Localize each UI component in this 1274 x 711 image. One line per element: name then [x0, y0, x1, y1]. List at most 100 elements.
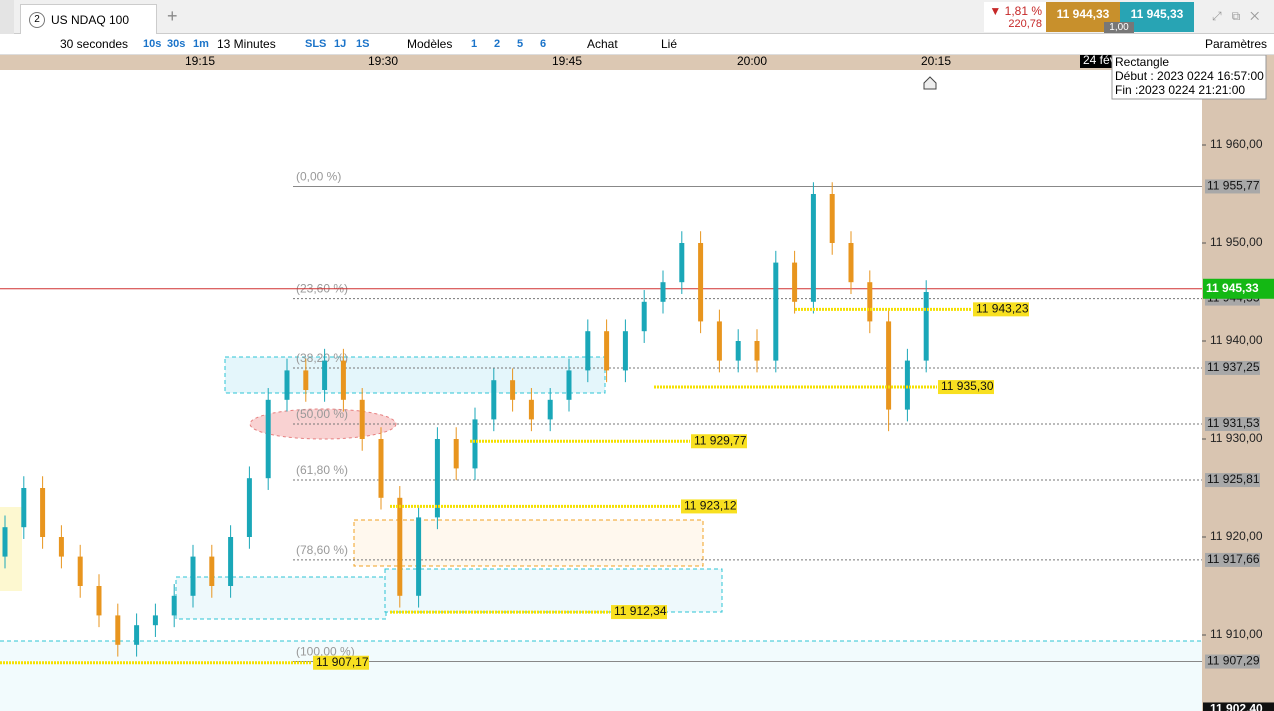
- level-label: 11 943,23: [976, 302, 1029, 316]
- candle-body: [359, 399, 365, 439]
- current-price: 11 945,33: [1206, 281, 1259, 295]
- level-box: [681, 499, 737, 514]
- price-box: [1205, 360, 1260, 375]
- candle-body: [246, 478, 252, 537]
- range[interactable]: 1J: [334, 38, 347, 50]
- spread: 1,00: [1104, 22, 1134, 33]
- candle-body: [829, 194, 835, 243]
- candle-body: [792, 262, 798, 302]
- fib-ratio: (61,80 %): [296, 463, 348, 477]
- candle-body: [886, 321, 892, 410]
- chart: 19:15 19:30 19:45 20:00 20:15 11 960,00 11 950…: [0, 55, 1274, 711]
- zone: [224, 356, 606, 394]
- range[interactable]: 1S: [356, 38, 370, 50]
- fib-ratio: (38,20 %): [296, 351, 348, 365]
- candle-body: [491, 380, 497, 420]
- level-box: [611, 605, 667, 620]
- time-label: 19:30: [368, 55, 398, 68]
- change-box: ▼ 1,81 % 220,78: [984, 2, 1046, 32]
- fib-price: 11 907,29: [1207, 654, 1260, 668]
- template-slot[interactable]: 5: [517, 38, 524, 50]
- tab-title: US NDAQ 100: [51, 13, 130, 27]
- candle-body: [152, 615, 158, 626]
- candle-body: [904, 360, 910, 410]
- linked[interactable]: Lié: [661, 37, 678, 51]
- time-label: 19:15: [185, 55, 215, 68]
- menu-button[interactable]: [0, 0, 14, 34]
- price-axis: [1202, 70, 1274, 711]
- candle-body: [810, 194, 816, 302]
- candle-body: [622, 331, 628, 371]
- fib-price: 11 917,66: [1207, 552, 1260, 566]
- fib-ratio: (100,00 %): [296, 645, 355, 659]
- candle-body: [40, 488, 46, 537]
- template-slot[interactable]: 6: [540, 38, 547, 50]
- tooltip: [1111, 55, 1267, 100]
- fib-price: 11 925,81: [1207, 472, 1260, 486]
- candle-body: [773, 262, 779, 361]
- fib-ratio: (50,00 %): [296, 407, 348, 421]
- fib-ratio: (78,60 %): [296, 543, 348, 557]
- settings[interactable]: Paramètres: [1205, 37, 1268, 51]
- level-label: 11 929,77: [694, 433, 747, 447]
- candle-body: [134, 625, 140, 645]
- level-box: [973, 302, 1029, 317]
- candle-body: [77, 556, 83, 586]
- tab[interactable]: 2 US NDAQ 100: [20, 4, 157, 35]
- current-price-box: [1203, 278, 1274, 299]
- candle-body: [641, 301, 647, 332]
- candle-body: [284, 370, 290, 400]
- level-label: 11 923,12: [684, 499, 737, 513]
- candle-body: [453, 439, 459, 469]
- range[interactable]: SLS: [305, 38, 327, 50]
- candle-body: [416, 517, 422, 596]
- interval[interactable]: 30 secondes: [60, 37, 129, 51]
- candle-body: [434, 439, 440, 518]
- zone: [175, 576, 387, 620]
- candle-body: [660, 282, 666, 302]
- tab-number: 2: [29, 12, 45, 28]
- zone-bottom: [0, 641, 1202, 711]
- template-slot[interactable]: 1: [471, 38, 478, 50]
- quick-interval[interactable]: 10s: [143, 38, 162, 50]
- level-label: 11 935,30: [941, 379, 994, 393]
- candle-body: [679, 243, 685, 283]
- candle-body: [754, 341, 760, 361]
- candle-body: [867, 282, 873, 322]
- price-tick-label: 11 940,00: [1210, 333, 1263, 347]
- candle-body: [528, 399, 534, 420]
- date-box: [1080, 55, 1114, 68]
- candle-body: [303, 370, 309, 390]
- window-controls[interactable]: ⤢⧉✕: [1212, 9, 1270, 23]
- templates[interactable]: Modèles: [407, 37, 453, 51]
- fib-price: 11 931,53: [1207, 416, 1260, 430]
- quick-interval[interactable]: 1m: [193, 38, 209, 50]
- quick-interval[interactable]: 30s: [167, 38, 186, 50]
- buy[interactable]: Achat: [587, 37, 618, 51]
- period[interactable]: 13 Minutes: [217, 37, 276, 51]
- price-tick-label: 11 950,00: [1210, 235, 1263, 249]
- candle-body: [923, 292, 929, 361]
- level-box: [691, 434, 747, 449]
- down-arrow: ▼: [989, 4, 1005, 18]
- template-slot[interactable]: 2: [494, 38, 501, 50]
- candle-body: [265, 399, 271, 479]
- title-bar: 2 US NDAQ 100 + ▼ 1,81 % 220,78 11 944,3…: [0, 0, 1274, 35]
- change: 220,78: [1008, 18, 1042, 30]
- bid[interactable]: 11 944,33: [1046, 2, 1120, 32]
- fib-price: 11 955,77: [1207, 179, 1260, 193]
- candle-body: [848, 243, 854, 283]
- candle-body: [397, 497, 403, 596]
- zone: [353, 519, 704, 567]
- candle-body: [735, 341, 741, 361]
- tooltip-end: Fin :2023 0224 21:21:00: [1115, 83, 1245, 97]
- marker: [923, 76, 937, 90]
- price-tick-label: 11 930,00: [1210, 431, 1263, 445]
- add-tab[interactable]: +: [167, 6, 178, 26]
- candle-body: [21, 488, 27, 528]
- price-box: [1205, 417, 1260, 432]
- level-box: [938, 380, 994, 395]
- candle-body: [171, 595, 177, 616]
- candle-body: [698, 243, 704, 322]
- candle-body: [2, 527, 8, 557]
